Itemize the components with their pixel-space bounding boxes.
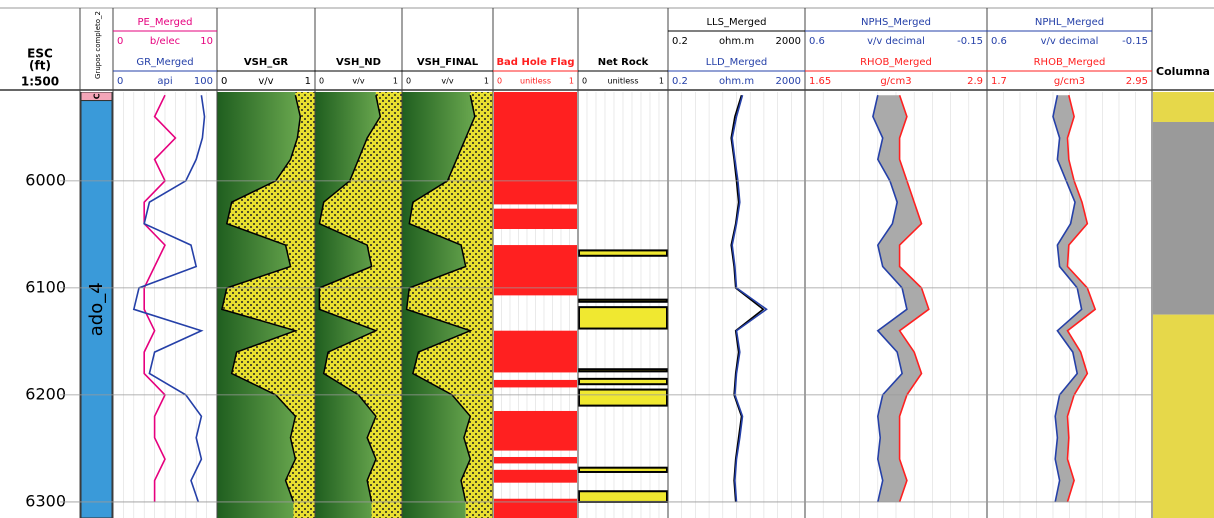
scale-min: 0 <box>117 36 123 47</box>
scale-min: 1.7 <box>991 76 1007 87</box>
scale-max: -0.15 <box>957 36 983 47</box>
flag-interval <box>494 331 577 373</box>
curve-name: RHOB_Merged <box>1034 57 1106 68</box>
scale-min: 1.65 <box>809 76 831 87</box>
flag-interval <box>494 209 577 229</box>
scale-max: 2000 <box>776 76 801 87</box>
scale-max: 1 <box>305 76 311 87</box>
scale-unit: ohm.m <box>719 76 754 87</box>
depth-unit: (ft) <box>29 59 51 73</box>
scale-min: 0 <box>117 76 123 87</box>
flag-interval <box>579 300 667 302</box>
scale-unit: v/v <box>352 77 364 86</box>
depth-tick-label: 6300 <box>25 491 66 510</box>
curve-name: LLS_Merged <box>706 17 766 28</box>
columnar-title: Columna <box>1156 65 1210 78</box>
depth-scale: 1:500 <box>21 75 59 89</box>
scale-min: 0.2 <box>672 36 688 47</box>
well-log: ESC (ft) 1:500 Grupos completo_2 Columna… <box>0 0 1214 518</box>
scale-min: 0.6 <box>991 36 1007 47</box>
scale-unit: v/v <box>441 77 453 86</box>
flag-interval <box>579 250 667 255</box>
flag-interval <box>494 92 577 204</box>
zone-label: ado_4 <box>86 282 107 336</box>
lithology-interval <box>1153 122 1214 315</box>
flag-interval <box>579 307 667 328</box>
scale-max: 2.95 <box>1126 76 1148 87</box>
curve-name: PE_Merged <box>138 17 193 28</box>
scale-max: 1 <box>659 77 664 86</box>
curve-name: NPHL_Merged <box>1035 17 1104 28</box>
flag-interval <box>579 468 667 472</box>
flag-interval <box>494 457 577 463</box>
scale-unit: unitless <box>520 77 551 86</box>
scale-unit: v/v decimal <box>1041 36 1099 47</box>
scale-max: 2.9 <box>967 76 983 87</box>
scale-unit: g/cm3 <box>1054 76 1085 87</box>
curve-name: VSH_ND <box>336 57 381 68</box>
flag-interval <box>579 369 667 371</box>
curve-name: GR_Merged <box>136 57 193 68</box>
flag-interval <box>579 390 667 406</box>
curve-name: Bad Hole Flag <box>496 57 574 68</box>
scale-min: 0 <box>221 76 227 87</box>
lithology-interval <box>1153 92 1214 122</box>
scale-unit: v/v <box>258 76 273 87</box>
zone-label: C <box>93 93 102 99</box>
scale-unit: ohm.m <box>719 36 754 47</box>
flag-interval <box>579 379 667 384</box>
scale-unit: api <box>157 76 172 87</box>
scale-max: 10 <box>200 36 213 47</box>
scale-min: 0 <box>319 77 324 86</box>
scale-max: 1 <box>393 77 398 86</box>
scale-min: 0 <box>497 77 502 86</box>
depth-tick-label: 6000 <box>25 170 66 189</box>
flag-interval <box>494 470 577 483</box>
scale-max: 100 <box>194 76 213 87</box>
scale-max: 1 <box>484 77 489 86</box>
curve-name: VSH_GR <box>244 57 289 68</box>
scale-max: -0.15 <box>1122 36 1148 47</box>
scale-unit: unitless <box>608 77 639 86</box>
lithology-interval <box>1153 315 1214 518</box>
depth-tick-label: 6100 <box>25 277 66 296</box>
scale-max: 2000 <box>776 36 801 47</box>
curve-name: Net Rock <box>598 57 649 68</box>
flag-interval <box>494 411 577 451</box>
scale-max: 1 <box>569 77 574 86</box>
flag-interval <box>494 380 577 387</box>
curve-name: NPHS_Merged <box>861 17 931 28</box>
flag-interval <box>579 491 667 502</box>
scale-min: 0 <box>582 77 587 86</box>
scale-unit: b/elec <box>150 36 180 47</box>
curve-name: VSH_FINAL <box>417 57 479 68</box>
scale-unit: g/cm3 <box>880 76 911 87</box>
scale-min: 0 <box>406 77 411 86</box>
curve-name: RHOB_Merged <box>860 57 932 68</box>
curve-name: LLD_Merged <box>706 57 767 68</box>
depth-tick-label: 6200 <box>25 384 66 403</box>
scale-unit: v/v decimal <box>867 36 925 47</box>
zone-title: Grupos completo_2 <box>94 11 102 79</box>
scale-min: 0.2 <box>672 76 688 87</box>
scale-min: 0.6 <box>809 36 825 47</box>
